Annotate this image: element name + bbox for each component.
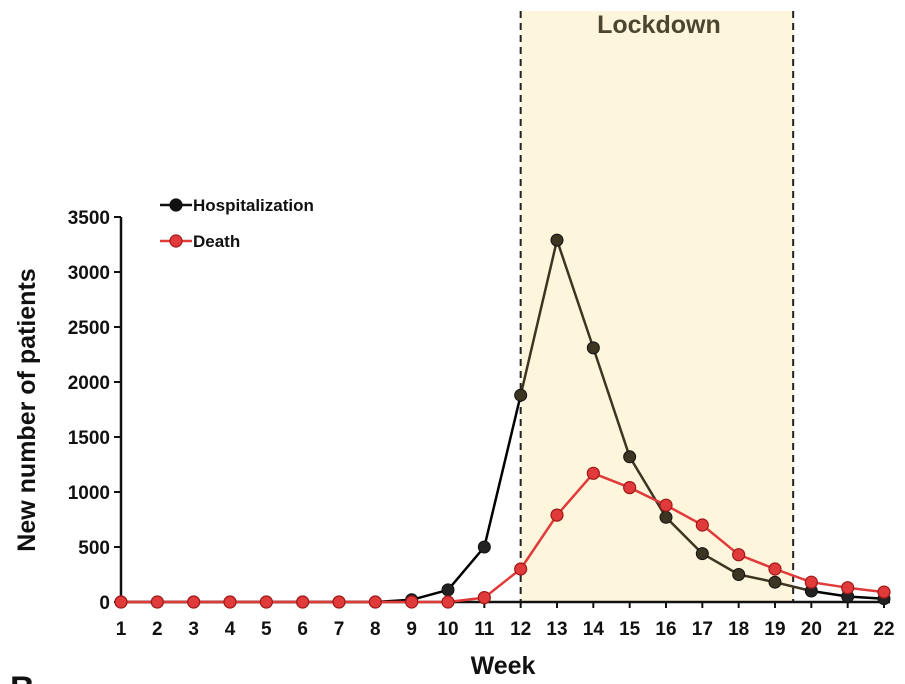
panel-letter: B <box>10 670 35 684</box>
x-tick-label: 19 <box>764 619 785 640</box>
death-point <box>114 595 128 609</box>
legend-label: Death <box>193 232 240 251</box>
y-tick-label: 3500 <box>68 208 110 229</box>
hospitalization-line-segment <box>519 238 559 397</box>
legend: Hospitalization Death <box>160 196 314 251</box>
x-tick-label: 1 <box>116 619 127 640</box>
lockdown-label: Lockdown <box>597 11 721 39</box>
death-point <box>514 562 528 576</box>
hospitalization-point <box>514 388 528 402</box>
x-tick-label: 18 <box>728 619 749 640</box>
death-point <box>441 595 455 609</box>
x-axis-title: Week <box>471 652 536 680</box>
x-tick-label: 11 <box>474 619 495 640</box>
legend-marker <box>169 198 183 212</box>
x-tick-label: 14 <box>583 619 605 640</box>
x-tick-label: 17 <box>692 619 713 640</box>
death-line <box>121 472 885 604</box>
y-tick-label: 2000 <box>68 373 110 394</box>
hospitalization-point <box>659 510 673 524</box>
hospitalization-point <box>732 568 746 581</box>
x-tick-label: 10 <box>437 619 458 640</box>
hospitalization-line-segment <box>483 393 522 549</box>
y-tick-label: 1000 <box>68 483 110 504</box>
death-point <box>223 595 237 609</box>
death-point <box>405 595 419 609</box>
legend-label: Hospitalization <box>193 196 314 215</box>
death-point <box>804 575 818 589</box>
y-tick-label: 2500 <box>68 318 110 339</box>
x-tick-label: 7 <box>334 619 345 640</box>
y-tick-label: 1500 <box>68 428 110 449</box>
hospitalization-point <box>623 450 637 464</box>
y-tick-label: 500 <box>78 538 110 559</box>
x-tick-label: 3 <box>188 619 199 640</box>
x-tick-label: 4 <box>225 619 236 640</box>
x-tick-label: 16 <box>655 619 676 640</box>
x-tick-label: 2 <box>152 619 163 640</box>
x-tick-label: 21 <box>837 619 859 640</box>
death-point <box>732 548 746 562</box>
death-point <box>768 562 782 576</box>
x-tick-label: 15 <box>619 619 641 640</box>
death-point <box>877 585 891 599</box>
death-point <box>368 595 382 609</box>
x-tick-label: 20 <box>801 619 822 640</box>
death-point <box>841 581 855 595</box>
hospitalization-point <box>441 583 455 597</box>
death-point <box>187 595 201 609</box>
death-point <box>259 595 273 609</box>
series-layer <box>114 233 891 609</box>
y-tick-label: 0 <box>99 593 110 614</box>
hospitalization-point <box>550 233 564 247</box>
hospitalization-line-segment <box>701 552 740 576</box>
x-tick-label: 9 <box>406 619 417 640</box>
x-tick-label: 12 <box>510 619 531 640</box>
x-tick-label: 6 <box>297 619 308 640</box>
x-tick-label: 22 <box>873 619 894 640</box>
y-tick-label: 3000 <box>68 263 110 284</box>
hospitalization-line-segment <box>664 516 704 555</box>
x-tick-label: 5 <box>261 619 272 640</box>
death-point <box>550 508 564 522</box>
x-tick-label: 8 <box>370 619 381 640</box>
death-point <box>695 518 709 532</box>
hospitalization-point <box>768 575 782 589</box>
death-point <box>586 466 600 480</box>
legend-marker <box>169 234 183 248</box>
death-point <box>332 595 346 609</box>
death-point <box>477 590 491 605</box>
hospitalization-point <box>695 547 709 561</box>
hospitalization-line-segment <box>555 238 595 350</box>
hospitalization-line-segment <box>592 346 631 459</box>
hospitalization-point <box>586 341 600 355</box>
hospitalization-point <box>477 540 491 554</box>
death-point <box>150 595 164 609</box>
death-point <box>296 595 310 609</box>
hospitalization-line-segment <box>446 545 486 592</box>
x-tick-label: 13 <box>546 619 567 640</box>
death-point <box>623 481 637 495</box>
y-axis-title: New number of patients <box>13 268 41 551</box>
death-point <box>659 498 673 512</box>
